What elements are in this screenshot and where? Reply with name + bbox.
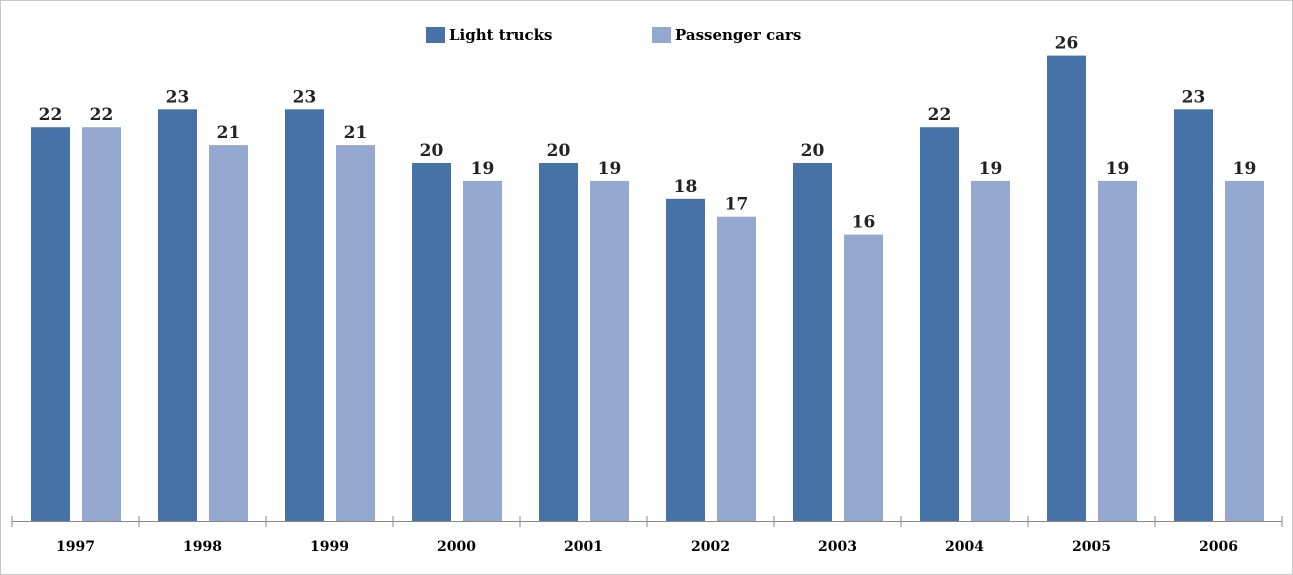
bar-light-trucks-2003	[793, 163, 832, 521]
x-tick-label-1997: 1997	[56, 539, 95, 555]
data-label-passenger-cars-2001: 19	[598, 159, 622, 179]
data-label-light-trucks-2004: 22	[928, 105, 952, 125]
x-tick-label-1999: 1999	[310, 539, 349, 555]
data-label-light-trucks-1997: 22	[39, 105, 63, 125]
bar-passenger-cars-1997	[82, 127, 121, 521]
data-label-passenger-cars-2003: 16	[852, 213, 876, 233]
bar-passenger-cars-1998	[209, 145, 248, 521]
x-tick-label-2003: 2003	[818, 539, 857, 555]
data-label-passenger-cars-2006: 19	[1233, 159, 1257, 179]
bar-light-trucks-2004	[920, 127, 959, 521]
bar-passenger-cars-2006	[1225, 180, 1264, 521]
bar-passenger-cars-2003	[844, 234, 883, 521]
data-label-passenger-cars-1997: 22	[90, 105, 114, 125]
data-label-light-trucks-2006: 23	[1182, 87, 1206, 107]
bar-light-trucks-2006	[1174, 109, 1213, 522]
data-label-passenger-cars-1999: 21	[344, 123, 368, 143]
bar-light-trucks-1998	[158, 109, 197, 522]
bar-light-trucks-2005	[1047, 55, 1086, 521]
bar-passenger-cars-2000	[463, 180, 502, 521]
bar-passenger-cars-2002	[717, 216, 756, 521]
x-tick-label-2001: 2001	[564, 539, 603, 555]
data-label-light-trucks-2005: 26	[1055, 34, 1079, 54]
data-label-passenger-cars-2005: 19	[1106, 159, 1130, 179]
bar-passenger-cars-2001	[590, 180, 629, 521]
x-tick-label-1998: 1998	[183, 539, 222, 555]
legend-item-light-trucks: Light trucks	[426, 26, 553, 44]
data-label-light-trucks-2002: 18	[674, 177, 698, 197]
legend-swatch-passenger-cars	[652, 27, 671, 43]
data-label-light-trucks-1998: 23	[166, 87, 190, 107]
x-tick-label-2006: 2006	[1199, 539, 1238, 555]
bar-light-trucks-2000	[412, 163, 451, 521]
legend-label-passenger-cars: Passenger cars	[675, 26, 802, 44]
data-label-passenger-cars-1998: 21	[217, 123, 241, 143]
legend-item-passenger-cars: Passenger cars	[652, 26, 801, 44]
data-label-light-trucks-2000: 20	[420, 141, 444, 161]
x-tick-label-2002: 2002	[691, 539, 730, 555]
data-label-light-trucks-2001: 20	[547, 141, 571, 161]
x-tick-label-2000: 2000	[437, 539, 476, 555]
bar-light-trucks-2001	[539, 163, 578, 521]
x-tick-label-2005: 2005	[1072, 539, 1111, 555]
data-label-light-trucks-2003: 20	[801, 141, 825, 161]
data-label-light-trucks-1999: 23	[293, 87, 317, 107]
legend-swatch-light-trucks	[426, 27, 445, 43]
data-label-passenger-cars-2002: 17	[725, 195, 749, 215]
bar-passenger-cars-2004	[971, 180, 1010, 521]
bar-light-trucks-1997	[31, 127, 70, 521]
data-label-passenger-cars-2000: 19	[471, 159, 495, 179]
x-tick-label-2004: 2004	[945, 539, 984, 555]
legend-label-light-trucks: Light trucks	[449, 26, 553, 44]
bar-light-trucks-2002	[666, 198, 705, 522]
bar-passenger-cars-2005	[1098, 180, 1137, 521]
data-label-passenger-cars-2004: 19	[979, 159, 1003, 179]
bar-passenger-cars-1999	[336, 145, 375, 521]
bar-light-trucks-1999	[285, 109, 324, 522]
